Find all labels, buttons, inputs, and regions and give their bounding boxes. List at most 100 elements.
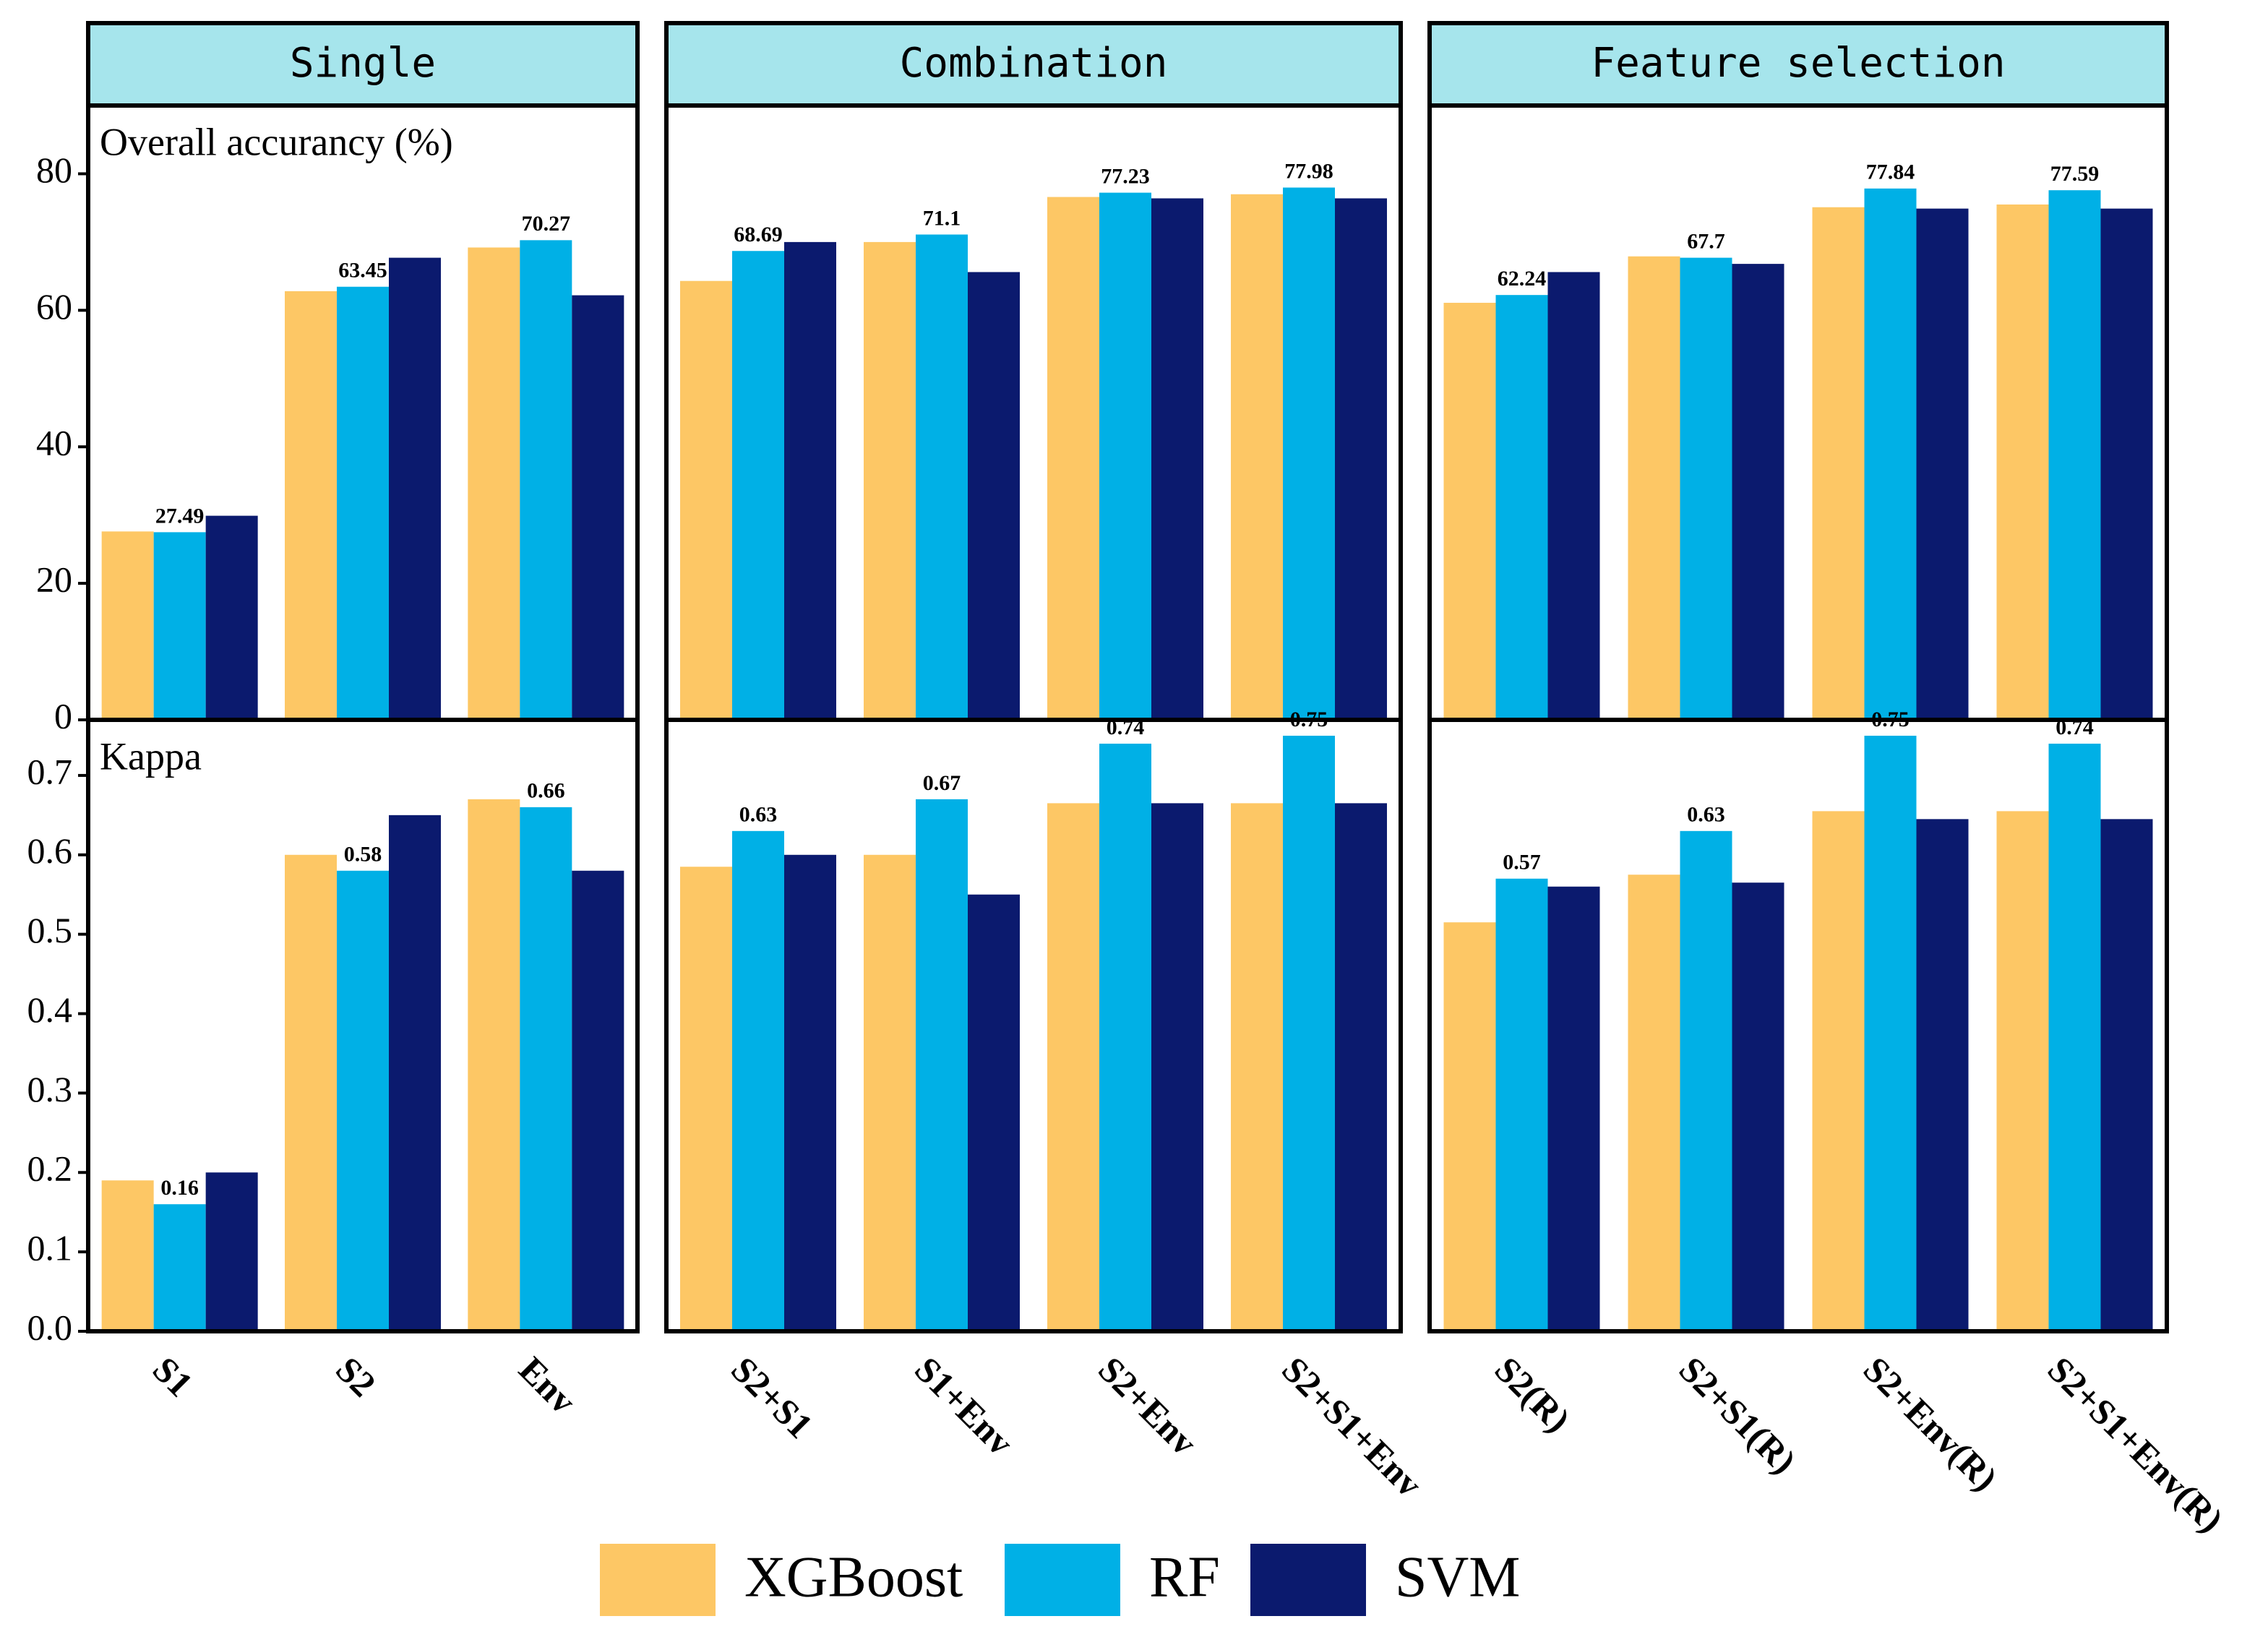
bar — [285, 291, 337, 720]
bar — [864, 854, 916, 1331]
bar — [2100, 208, 2153, 721]
data-label: 0.63 — [1687, 803, 1725, 827]
bar — [1283, 187, 1335, 720]
legend-swatch — [600, 1544, 716, 1616]
bar — [1335, 198, 1387, 720]
x-tick-label: S1+Env — [907, 1349, 1021, 1463]
data-label: 0.57 — [1503, 851, 1541, 875]
bar — [968, 894, 1020, 1331]
y-tick-label: 0.4 — [27, 989, 73, 1030]
bar — [520, 807, 572, 1331]
x-tick-label: S1 — [145, 1349, 201, 1404]
bar — [1047, 803, 1099, 1331]
bar — [1151, 198, 1203, 720]
bar — [732, 830, 784, 1331]
bar — [1335, 803, 1387, 1331]
y-tick-label: 0.0 — [27, 1307, 73, 1347]
facet-strip — [86, 21, 640, 108]
data-label: 67.7 — [1687, 230, 1725, 254]
data-label: 0.66 — [527, 779, 565, 803]
facet-title: Combination — [900, 40, 1168, 87]
y-tick-label: 0.3 — [27, 1069, 73, 1109]
x-tick-label: S2+Env — [1091, 1349, 1205, 1463]
bar — [680, 867, 732, 1331]
bar — [1628, 875, 1680, 1331]
bar — [1231, 803, 1283, 1331]
bar — [1812, 811, 1865, 1331]
data-label: 0.16 — [160, 1176, 199, 1200]
legend-label: SVM — [1395, 1545, 1520, 1609]
bar — [1628, 256, 1680, 720]
bar — [732, 251, 784, 720]
bar — [1916, 819, 1969, 1331]
bar — [1283, 735, 1335, 1331]
x-tick-label: S2+S1+Env — [1274, 1349, 1430, 1505]
bar — [2048, 190, 2101, 720]
data-label: 63.45 — [338, 259, 387, 283]
bar — [1812, 207, 1865, 720]
data-label: 27.49 — [155, 504, 205, 528]
bar — [572, 870, 624, 1331]
data-label: 70.27 — [522, 212, 571, 236]
bar — [968, 272, 1020, 720]
data-label: 68.69 — [734, 223, 783, 246]
x-tick-label: S2+Env(R) — [1856, 1349, 2006, 1498]
bar — [784, 854, 836, 1331]
bar — [1495, 295, 1548, 721]
bar — [101, 1180, 154, 1331]
data-label: 77.23 — [1101, 164, 1150, 188]
data-label: 62.24 — [1498, 267, 1547, 291]
data-label: 77.59 — [2050, 162, 2100, 186]
legend-label: XGBoost — [744, 1545, 963, 1609]
data-label: 0.58 — [344, 843, 382, 867]
panel-frame — [664, 718, 1403, 1333]
panel-frame — [1427, 718, 2169, 1333]
bar — [1443, 922, 1496, 1331]
bar — [337, 870, 389, 1331]
bar — [1547, 886, 1600, 1331]
y-tick-label: 60 — [36, 286, 72, 327]
legend-swatch — [1250, 1544, 1366, 1616]
x-tick-label: S2+S1(R) — [1672, 1349, 1805, 1482]
y-tick-label: 0.7 — [27, 751, 73, 791]
y-tick-label: 0.6 — [27, 830, 73, 871]
bar — [1047, 197, 1099, 720]
bar — [1099, 743, 1151, 1331]
legend-swatch — [1005, 1544, 1120, 1616]
bar — [153, 1204, 206, 1331]
bar — [2048, 743, 2101, 1331]
y-tick-label: 0.5 — [27, 910, 73, 950]
bar — [1680, 830, 1732, 1331]
y-tick-label: 0.1 — [27, 1228, 73, 1268]
bar — [1099, 192, 1151, 720]
bar — [864, 241, 916, 720]
legend-label: RF — [1149, 1545, 1220, 1609]
row-label: Kappa — [100, 734, 202, 778]
y-tick-label: 40 — [36, 423, 72, 463]
bar — [1732, 882, 1784, 1331]
bar — [1495, 878, 1548, 1331]
y-tick-label: 20 — [36, 559, 72, 600]
bar — [1864, 188, 1917, 720]
bar — [468, 799, 520, 1331]
x-tick-label: Env — [511, 1349, 584, 1422]
data-label: 77.84 — [1866, 160, 1915, 184]
bar — [389, 815, 441, 1331]
bar — [1151, 803, 1203, 1331]
bar — [389, 257, 441, 721]
bar — [1996, 204, 2049, 720]
facet-strip — [664, 21, 1403, 108]
bar — [520, 240, 572, 721]
bar — [916, 799, 968, 1331]
row-label: Overall accurancy (%) — [100, 120, 453, 163]
bar — [1864, 735, 1917, 1331]
bar — [205, 1172, 258, 1331]
bar — [205, 515, 258, 720]
facet-title: Feature selection — [1591, 40, 2005, 87]
bar — [1680, 257, 1732, 721]
bar — [916, 234, 968, 720]
y-tick-label: 80 — [36, 150, 72, 190]
bar — [784, 241, 836, 720]
facet-title: Single — [290, 40, 436, 87]
